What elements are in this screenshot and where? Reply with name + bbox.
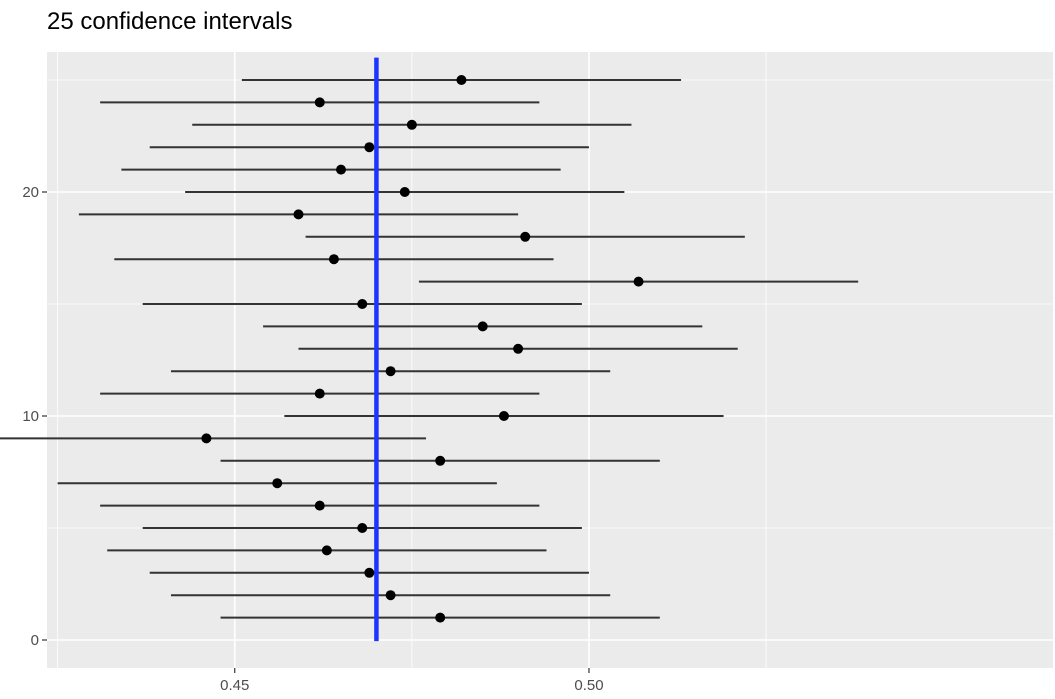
point-estimate [293, 209, 304, 220]
point-estimate [314, 500, 325, 511]
point-estimate [364, 142, 375, 153]
point-estimate [633, 276, 644, 287]
point-estimates [201, 75, 644, 623]
point-estimate [314, 97, 325, 108]
y-axis: 0 10 20 [22, 184, 47, 649]
point-estimate [406, 119, 417, 130]
point-estimate [477, 321, 488, 332]
point-estimate [385, 366, 396, 377]
y-tick-label: 0 [31, 632, 39, 649]
x-axis: 0.45 0.50 [220, 668, 604, 694]
point-estimate [435, 455, 446, 466]
point-estimate [336, 164, 347, 175]
point-estimate [314, 388, 325, 399]
point-estimate [272, 478, 283, 489]
point-estimate [321, 545, 332, 556]
plot-panel [47, 52, 1053, 668]
y-tick-label: 20 [22, 184, 39, 201]
point-estimate [328, 254, 339, 265]
point-estimate [364, 567, 375, 578]
point-estimate [513, 343, 524, 354]
point-estimate [357, 299, 368, 309]
point-estimate [456, 75, 467, 85]
point-estimate [399, 187, 410, 197]
point-estimate [201, 433, 212, 444]
point-estimate [520, 231, 531, 242]
point-estimate [435, 612, 446, 623]
point-estimate [498, 411, 509, 421]
chart-title: 25 confidence intervals [47, 8, 293, 35]
point-estimate [385, 590, 396, 601]
y-tick-label: 10 [22, 408, 39, 425]
x-tick-label: 0.50 [574, 677, 603, 694]
point-estimate [357, 523, 368, 533]
x-tick-label: 0.45 [220, 677, 249, 694]
